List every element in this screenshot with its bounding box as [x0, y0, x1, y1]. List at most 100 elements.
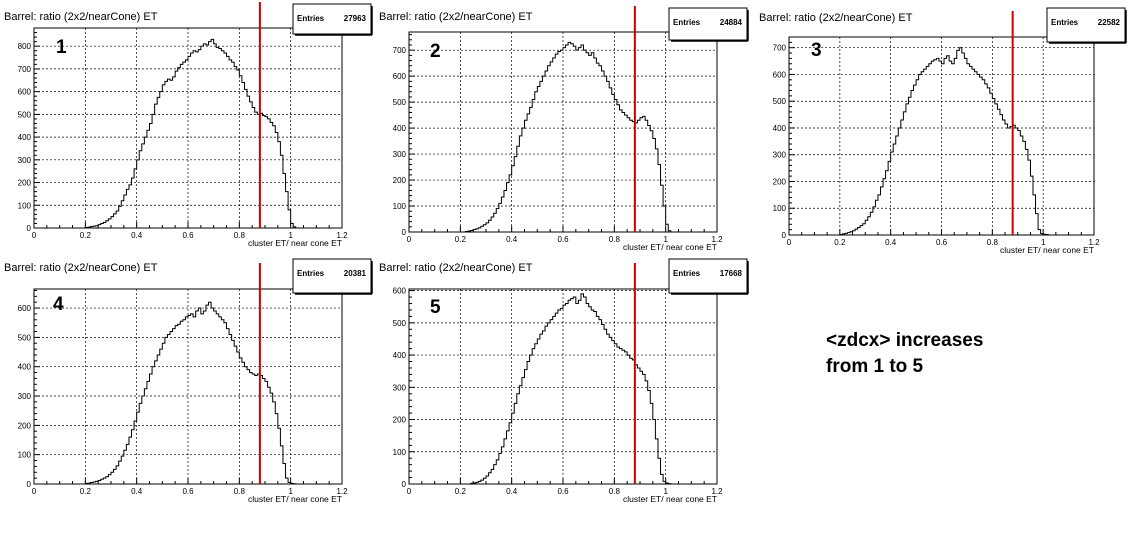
y-tick-label: 700 — [18, 65, 32, 74]
y-tick-label: 300 — [18, 156, 32, 165]
y-tick-label: 200 — [393, 416, 407, 425]
stats-box — [292, 258, 372, 294]
stats-entries-value: 22582 — [1098, 18, 1121, 27]
x-tick-label: 0 — [407, 487, 412, 496]
x-tick-label: 0.4 — [131, 487, 143, 496]
x-tick-label: 0.2 — [80, 231, 92, 240]
stats-entries-value: 20381 — [344, 269, 367, 278]
x-tick-label: 1.2 — [1088, 238, 1100, 247]
y-tick-label: 100 — [773, 204, 787, 213]
histogram-series — [84, 301, 297, 485]
stats-label: Entries — [297, 269, 325, 278]
x-tick-label: 1.2 — [336, 231, 348, 240]
y-tick-label: 700 — [773, 44, 787, 53]
stats-entries-value: 17668 — [720, 269, 743, 278]
x-axis-label: cluster ET/ near cone ET — [248, 494, 342, 504]
x-tick-label: 0.6 — [557, 235, 569, 244]
histogram-panel-2: 0 0.2 0.4 0.6 0.8 1 1.2 0 100 200 300 400 500 600 700 c… — [379, 6, 749, 252]
x-tick-label: 1.2 — [711, 235, 723, 244]
annotation-line-1: <zdcx> increases — [826, 330, 984, 351]
x-tick-label: 0.2 — [834, 238, 846, 247]
y-tick-label: 200 — [18, 421, 32, 430]
y-tick-label: 700 — [393, 46, 407, 55]
y-tick-label: 300 — [773, 151, 787, 160]
panel-number: 4 — [53, 294, 64, 315]
y-tick-label: 600 — [393, 72, 407, 81]
stats-box — [668, 7, 748, 41]
x-tick-label: 0.8 — [609, 235, 621, 244]
histogram-series — [470, 293, 672, 485]
y-tick-label: 400 — [393, 124, 407, 133]
x-tick-label: 0.4 — [506, 487, 518, 496]
panel-title: Barrel: ratio (2x2/nearCone) ET — [379, 262, 533, 274]
panel-number: 3 — [811, 40, 822, 61]
x-tick-label: 0 — [32, 231, 37, 240]
y-tick-label: 600 — [773, 70, 787, 79]
x-tick-label: 0 — [407, 235, 412, 244]
y-tick-label: 400 — [18, 363, 32, 372]
y-tick-label: 200 — [773, 177, 787, 186]
y-tick-label: 600 — [18, 88, 32, 97]
x-tick-label: 0 — [32, 487, 37, 496]
stats-entries-value: 27963 — [344, 14, 367, 23]
stats-box — [668, 258, 748, 294]
panel-title: Barrel: ratio (2x2/nearCone) ET — [4, 262, 158, 274]
y-tick-label: 500 — [393, 98, 407, 107]
histogram-panel-4: 0 0.2 0.4 0.6 0.8 1 1.2 0 100 200 300 400 500 600 clus… — [4, 258, 373, 504]
x-tick-label: 0.6 — [557, 487, 569, 496]
x-tick-label: 1 — [663, 487, 668, 496]
stats-label: Entries — [1051, 18, 1079, 27]
y-tick-label: 800 — [18, 42, 32, 51]
y-tick-label: 400 — [773, 124, 787, 133]
histogram-panel-3: 0 0.2 0.4 0.6 0.8 1 1.2 0 100 200 300 400 500 600 700 c… — [759, 7, 1127, 255]
y-tick-label: 0 — [782, 231, 787, 240]
x-tick-label: 0.6 — [182, 231, 194, 240]
y-tick-label: 0 — [27, 480, 32, 489]
x-tick-label: 1 — [663, 235, 668, 244]
x-tick-label: 0 — [787, 238, 792, 247]
histogram-series — [84, 38, 297, 229]
x-axis-label: cluster ET/ near cone ET — [1000, 245, 1094, 255]
x-tick-label: 0.6 — [182, 487, 194, 496]
panel-title: Barrel: ratio (2x2/nearCone) ET — [4, 11, 158, 23]
panel-number: 1 — [56, 37, 67, 58]
stats-box — [1046, 7, 1126, 43]
x-tick-label: 0.6 — [936, 238, 948, 247]
y-tick-label: 500 — [18, 333, 32, 342]
y-tick-label: 300 — [393, 150, 407, 159]
y-tick-label: 600 — [18, 304, 32, 313]
panel-title: Barrel: ratio (2x2/nearCone) ET — [379, 11, 533, 23]
y-tick-label: 0 — [27, 224, 32, 233]
y-tick-label: 500 — [773, 97, 787, 106]
y-tick-label: 200 — [18, 179, 32, 188]
y-tick-label: 500 — [393, 319, 407, 328]
panel-title: Barrel: ratio (2x2/nearCone) ET — [759, 12, 913, 24]
y-tick-label: 0 — [402, 480, 407, 489]
y-tick-label: 0 — [402, 228, 407, 237]
histogram-series — [464, 41, 672, 232]
x-tick-label: 0.4 — [506, 235, 518, 244]
y-tick-label: 500 — [18, 110, 32, 119]
x-tick-label: 0.8 — [609, 487, 621, 496]
y-tick-label: 100 — [393, 202, 407, 211]
y-tick-label: 300 — [18, 392, 32, 401]
stats-entries-value: 24884 — [720, 18, 743, 27]
stats-label: Entries — [673, 269, 701, 278]
stats-box — [292, 3, 372, 35]
x-tick-label: 0.8 — [987, 238, 999, 247]
x-tick-label: 0.8 — [234, 231, 246, 240]
x-tick-label: 1.2 — [336, 487, 348, 496]
x-tick-label: 1 — [288, 231, 293, 240]
x-tick-label: 0.4 — [131, 231, 143, 240]
y-tick-label: 200 — [393, 176, 407, 185]
histogram-series — [839, 47, 1049, 235]
annotation-line-2: from 1 to 5 — [826, 356, 924, 377]
x-tick-label: 0.4 — [885, 238, 897, 247]
x-tick-label: 1 — [1041, 238, 1046, 247]
x-tick-label: 1 — [288, 487, 293, 496]
y-tick-label: 100 — [18, 451, 32, 460]
x-tick-label: 1.2 — [711, 487, 723, 496]
x-axis-label: cluster ET/ near cone ET — [623, 494, 717, 504]
annotation-text: <zdcx> increases from 1 to 5 — [826, 328, 983, 380]
